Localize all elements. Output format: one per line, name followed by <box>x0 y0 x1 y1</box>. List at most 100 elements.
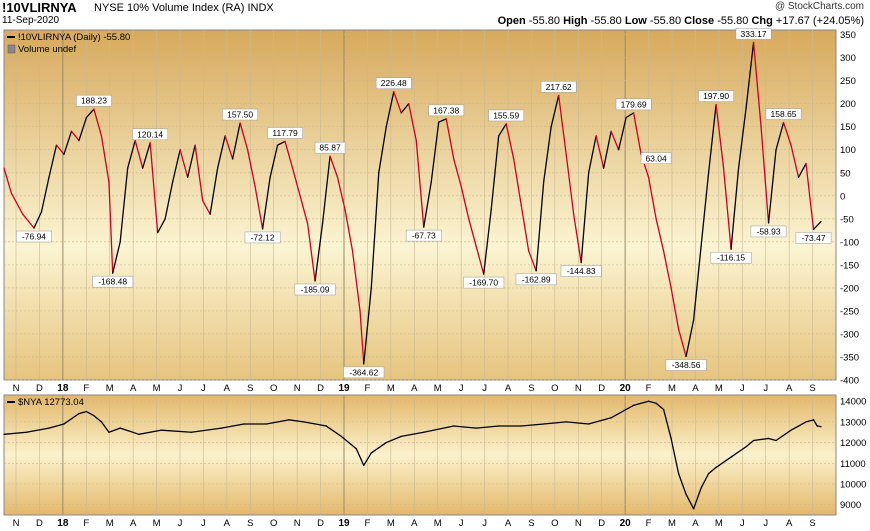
series-segment <box>610 404 635 419</box>
series-segment <box>775 121 785 151</box>
series-segment <box>288 419 305 423</box>
x-tick-label: D <box>598 383 605 394</box>
x-tick-label: D <box>36 383 43 394</box>
x-tick-label: N <box>575 518 582 529</box>
series-segment <box>460 185 470 220</box>
value-label-box <box>765 108 802 120</box>
series-segment <box>767 437 777 442</box>
series-segment <box>475 245 485 275</box>
series-segment <box>171 149 181 183</box>
x-tick-label: M <box>715 383 723 394</box>
value-label: 155.59 <box>493 110 519 120</box>
series-segment <box>119 167 129 243</box>
y-tick-label: 12000 <box>840 438 866 449</box>
series-segment <box>48 144 58 179</box>
chg-label: Chg <box>751 15 773 27</box>
plot-background <box>3 394 837 516</box>
value-label: 226.48 <box>381 78 407 88</box>
symbol-title: !10VLIRNYA <box>2 0 77 15</box>
value-label-box <box>314 141 346 154</box>
y-tick-label: 10000 <box>840 479 866 490</box>
series-segment <box>790 144 800 179</box>
value-label: 179.69 <box>621 99 647 109</box>
value-label-box <box>76 94 112 107</box>
x-tick-label: 19 <box>338 518 350 529</box>
x-tick-label: D <box>598 518 605 529</box>
series-segment <box>715 456 732 469</box>
symbol-description: NYSE 10% Volume Index (RA) INDX <box>94 2 274 14</box>
series-segment <box>430 121 440 183</box>
y-tick-label: 0 <box>840 191 845 202</box>
series-segment <box>55 144 65 155</box>
series-segment <box>340 435 357 450</box>
series-segment <box>25 427 50 433</box>
series-segment <box>602 130 612 169</box>
value-label-box <box>540 81 577 93</box>
value-label-box <box>463 276 505 289</box>
value-label-box <box>92 275 134 288</box>
chart-date: 11-Sep-2020 <box>2 15 60 26</box>
value-label: 158.65 <box>771 109 797 119</box>
series-segment <box>408 103 417 142</box>
series-segment <box>336 176 346 211</box>
value-label-box <box>795 232 832 244</box>
value-label: -116.15 <box>717 253 745 263</box>
series-segment <box>363 452 372 466</box>
y-tick-label: -200 <box>840 283 859 294</box>
value-label-box <box>698 90 734 102</box>
series-segment <box>610 130 620 151</box>
x-tick-label: A <box>786 518 793 529</box>
value-label: 188.23 <box>81 96 107 106</box>
series-segment <box>216 135 226 169</box>
series-segment <box>453 425 477 429</box>
value-label-box <box>488 109 525 122</box>
x-tick-label: 18 <box>57 383 69 394</box>
series-segment <box>543 126 552 183</box>
x-tick-label: S <box>247 383 253 394</box>
series-segment <box>179 149 189 179</box>
x-tick-label: A <box>411 518 418 529</box>
value-label-box <box>375 77 412 89</box>
x-tick-label: N <box>575 383 582 394</box>
x-tick-label: 20 <box>620 518 632 529</box>
x-tick-label: M <box>387 383 395 394</box>
x-tick-label: J <box>482 518 487 529</box>
series-segment <box>355 448 365 466</box>
series-segment <box>246 149 256 188</box>
series-segment <box>400 103 410 114</box>
series-segment <box>535 181 545 272</box>
y-tick-label: -400 <box>840 376 859 387</box>
value-label: 197.90 <box>703 91 729 101</box>
series-segment <box>423 425 455 433</box>
high-value: -55.80 <box>590 15 622 27</box>
series-segment <box>700 172 710 248</box>
open-value: -55.80 <box>528 15 560 27</box>
x-tick-label: O <box>551 383 558 394</box>
value-label: 120.14 <box>137 129 163 139</box>
series-segment <box>108 181 114 274</box>
series-segment <box>685 319 695 358</box>
series-segment <box>752 437 770 442</box>
series-segment <box>370 172 380 289</box>
value-label: -162.89 <box>522 274 551 284</box>
x-tick-label: O <box>270 518 277 529</box>
series-segment <box>303 421 327 427</box>
x-tick-label: J <box>201 518 206 529</box>
series-segment <box>565 153 575 215</box>
series-segment <box>48 423 65 429</box>
chg-value: +17.67 (+24.05%) <box>775 15 864 27</box>
series-segment <box>692 487 702 510</box>
x-tick-label: N <box>13 383 20 394</box>
series-segment <box>329 155 339 179</box>
series-segment <box>520 423 545 427</box>
series-segment <box>468 218 477 248</box>
series-segment <box>707 103 717 174</box>
x-tick-label: M <box>434 518 442 529</box>
close-label: Close <box>684 15 715 27</box>
x-tick-label: A <box>505 518 512 529</box>
series-segment <box>112 241 121 274</box>
y-tick-label: 14000 <box>840 397 866 408</box>
x-tick-label: O <box>270 383 277 394</box>
series-segment <box>299 195 309 225</box>
series-segment <box>344 208 354 252</box>
